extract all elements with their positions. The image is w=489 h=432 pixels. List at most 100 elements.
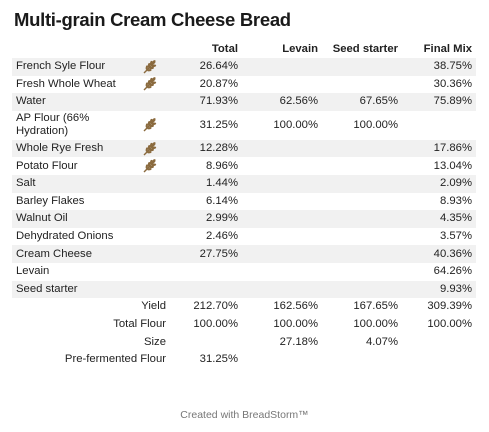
flour-icon-cell	[130, 245, 170, 263]
column-header-total: Total	[211, 42, 238, 55]
ingredient-row-levain: Levain 64.26%	[12, 263, 476, 281]
seed-starter-percent	[322, 174, 402, 193]
ingredient-row-barley-flakes: Barley Flakes 6.14% 8.93%	[12, 193, 476, 211]
ingredient-name: Walnut Oil	[12, 210, 130, 228]
wheat-icon	[142, 77, 158, 91]
flour-icon-cell	[130, 93, 170, 111]
total-percent	[170, 280, 242, 299]
final-mix-percent	[402, 111, 476, 140]
final-mix-percent: 309.39%	[402, 298, 476, 316]
total-percent: 1.44%	[170, 174, 242, 193]
ingredient-row-whole-rye-fresh: Whole Rye Fresh 12.28% 17.86%	[12, 139, 476, 158]
ingredient-row-water: Water 71.93% 62.56% 67.65% 75.89%	[12, 93, 476, 111]
flour-icon-cell	[130, 210, 170, 228]
total-percent: 100.00%	[170, 315, 242, 334]
ingredient-name: Cream Cheese	[12, 245, 130, 263]
total-percent: 2.46%	[205, 230, 238, 243]
seed-starter-percent: 100.00%	[322, 315, 402, 334]
flour-icon-cell	[130, 76, 170, 94]
levain-percent: 62.56%	[242, 93, 322, 111]
wheat-icon	[142, 159, 158, 173]
summary-label: Yield	[12, 298, 170, 316]
ingredient-row-french-syle-flour: French Syle Flour 26.64% 38.75%	[12, 58, 476, 76]
seed-starter-percent: 4.07%	[322, 333, 402, 351]
ingredient-name: Potato Flour	[16, 159, 78, 172]
final-mix-percent: 4.35%	[402, 210, 476, 228]
ingredient-row-seed-starter: Seed starter 9.93%	[12, 280, 476, 299]
final-mix-percent	[402, 350, 476, 369]
ingredient-name: Whole Rye Fresh	[12, 139, 130, 158]
ingredient-row-cream-cheese: Cream Cheese 27.75% 40.36%	[12, 245, 476, 263]
summary-row-yield: Yield 212.70% 162.56% 167.65% 309.39%	[12, 298, 476, 316]
total-percent	[170, 333, 242, 351]
ingredient-name: Water	[12, 93, 130, 111]
levain-percent	[242, 245, 322, 263]
seed-starter-percent	[322, 139, 402, 158]
summary-row-pre-fermented-flour: Pre-fermented Flour 31.25%	[12, 350, 476, 369]
final-mix-percent: 8.93%	[439, 194, 472, 207]
total-percent: 20.87%	[199, 77, 238, 90]
total-percent: 8.96%	[205, 159, 238, 172]
seed-starter-percent: 100.00%	[353, 118, 398, 131]
seed-starter-percent	[322, 280, 402, 299]
final-mix-percent: 13.04%	[433, 159, 472, 172]
flour-icon-cell	[130, 193, 170, 211]
ingredient-row-fresh-whole-wheat: Fresh Whole Wheat 20.87% 30.36%	[12, 76, 476, 94]
ingredient-name: Dehydrated Onions	[16, 230, 114, 243]
flour-icon-cell	[130, 228, 170, 246]
total-percent: 27.75%	[170, 245, 242, 263]
total-percent: 31.25%	[199, 118, 238, 131]
levain-percent	[242, 280, 322, 299]
formula-table: Total Levain Seed starter Final Mix Fren…	[12, 40, 476, 369]
summary-body: Yield 212.70% 162.56% 167.65% 309.39% Total F…	[12, 298, 476, 369]
seed-starter-percent	[322, 193, 402, 211]
flour-icon-cell	[130, 280, 170, 299]
total-percent: 6.14%	[205, 194, 238, 207]
levain-percent	[242, 193, 322, 211]
seed-starter-percent	[322, 245, 402, 263]
levain-percent	[242, 350, 322, 369]
header-spacer	[12, 40, 130, 58]
final-mix-percent: 9.93%	[402, 280, 476, 299]
levain-percent: 27.18%	[242, 333, 322, 351]
total-percent: 31.25%	[170, 350, 242, 369]
ingredient-name: French Syle Flour	[12, 58, 130, 76]
levain-percent	[242, 210, 322, 228]
levain-percent: 100.00%	[242, 315, 322, 334]
levain-percent	[242, 228, 322, 246]
total-percent: 12.28%	[170, 139, 242, 158]
column-header-seed-starter: Seed starter	[332, 42, 398, 55]
levain-percent	[242, 76, 322, 94]
recipe-title: Multi-grain Cream Cheese Bread	[14, 9, 291, 30]
ingredient-row-dehydrated-onions: Dehydrated Onions 2.46% 3.57%	[12, 228, 476, 246]
final-mix-percent: 17.86%	[402, 139, 476, 158]
summary-row-total-flour: Total Flour 100.00% 100.00% 100.00% 100.00%	[12, 315, 476, 334]
seed-starter-percent: 67.65%	[322, 93, 402, 111]
levain-percent	[242, 174, 322, 193]
summary-label: Size	[12, 333, 170, 351]
final-mix-percent: 38.75%	[402, 58, 476, 76]
total-percent: 2.99%	[170, 210, 242, 228]
final-mix-percent	[402, 333, 476, 351]
seed-starter-percent	[322, 157, 402, 175]
column-header-final-mix: Final Mix	[423, 42, 472, 55]
seed-starter-percent	[322, 58, 402, 76]
ingredient-name: Seed starter	[12, 280, 130, 299]
total-percent: 212.70%	[170, 298, 242, 316]
flour-icon-cell	[130, 139, 170, 158]
ingredient-name: Levain	[16, 265, 50, 278]
column-header-levain: Levain	[282, 42, 318, 55]
ingredient-row-walnut-oil: Walnut Oil 2.99% 4.35%	[12, 210, 476, 228]
header-spacer	[130, 40, 170, 58]
levain-percent: 162.56%	[242, 298, 322, 316]
flour-icon-cell	[130, 111, 170, 140]
seed-starter-percent	[322, 228, 402, 246]
flour-icon-cell	[130, 174, 170, 193]
ingredient-row-potato-flour: Potato Flour 8.96% 13.04%	[12, 157, 476, 175]
flour-icon-cell	[130, 263, 170, 281]
final-mix-percent: 2.09%	[402, 174, 476, 193]
flour-icon-cell	[130, 58, 170, 76]
levain-percent	[242, 139, 322, 158]
final-mix-percent: 64.26%	[433, 265, 472, 278]
final-mix-percent: 30.36%	[433, 77, 472, 90]
